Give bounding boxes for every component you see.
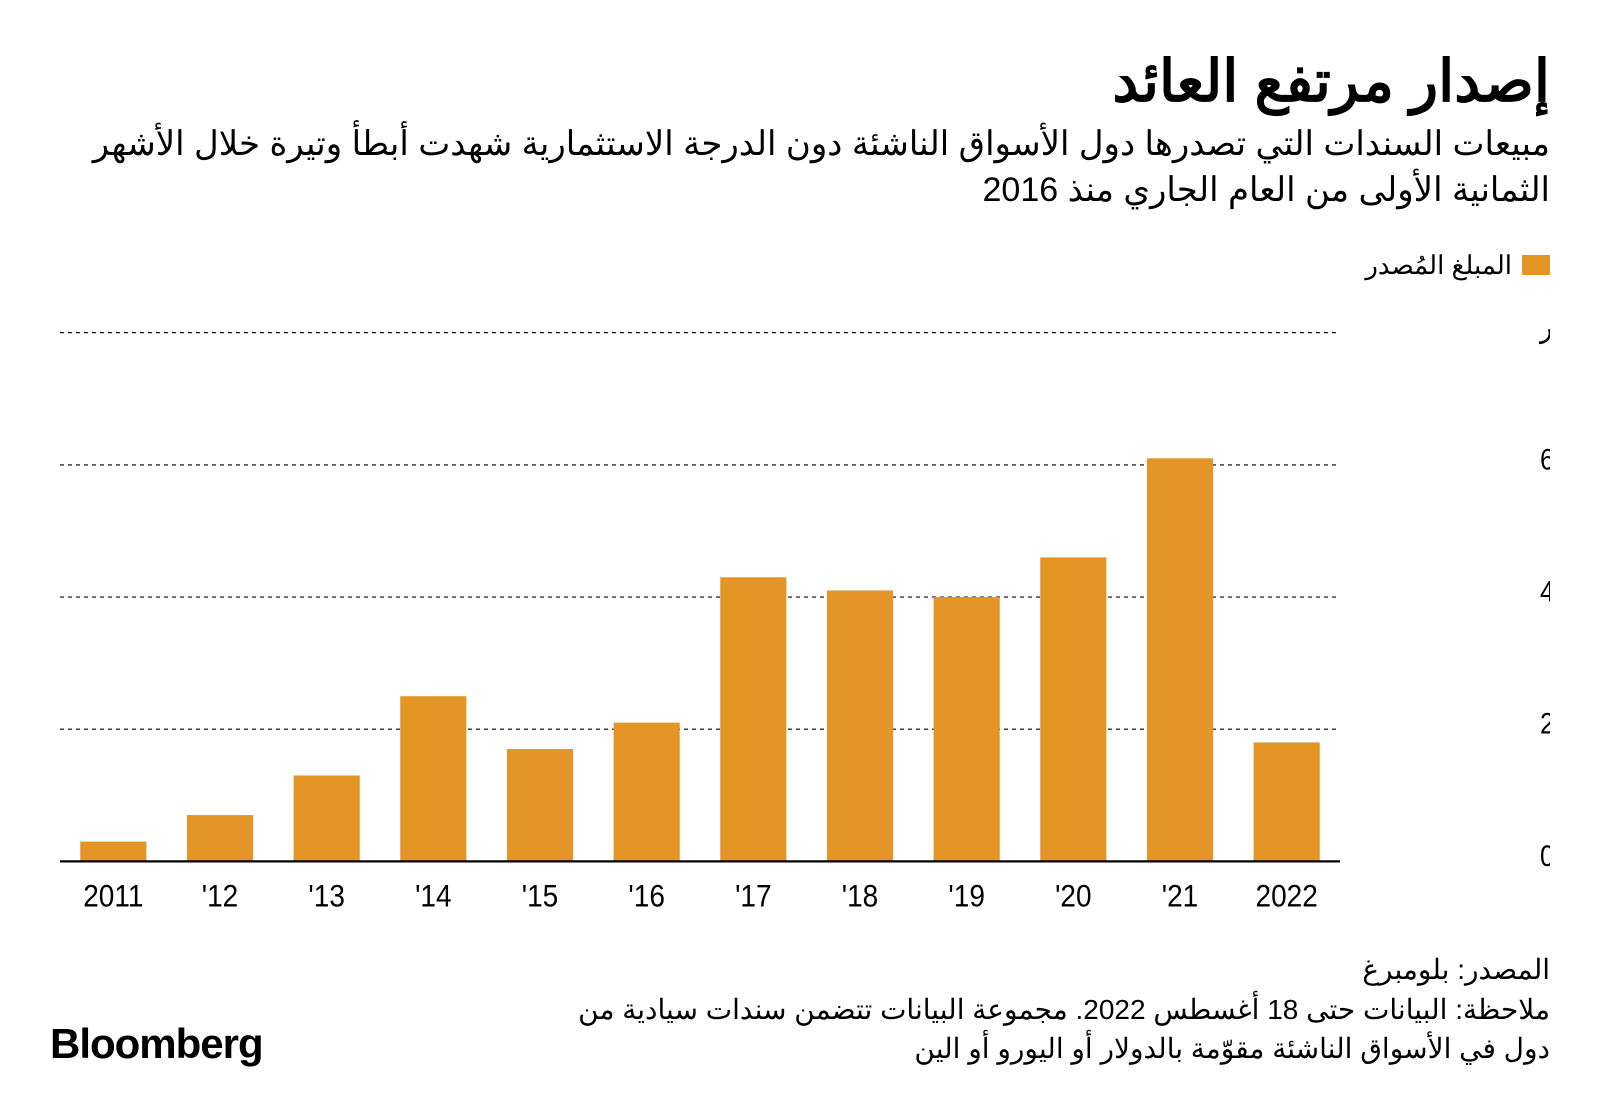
bar	[827, 590, 893, 861]
legend-label: المبلغ المُصدر	[1365, 250, 1512, 281]
svg-text:0: 0	[1540, 839, 1550, 872]
legend-swatch	[1522, 255, 1550, 275]
bar	[187, 815, 253, 861]
svg-text:'18: '18	[842, 878, 878, 913]
footnotes: المصدر: بلومبرغ ملاحظة: البيانات حتى 18 …	[550, 950, 1550, 1068]
chart-subtitle: مبيعات السندات التي تصدرها دول الأسواق ا…	[50, 122, 1550, 214]
legend: المبلغ المُصدر	[50, 250, 1550, 281]
svg-text:'16: '16	[628, 878, 664, 913]
svg-text:'12: '12	[202, 878, 238, 913]
bar	[80, 841, 146, 861]
bar	[294, 775, 360, 861]
brand-logo: Bloomberg	[50, 1020, 263, 1068]
bar	[720, 577, 786, 861]
svg-text:20: 20	[1540, 707, 1550, 740]
svg-text:'13: '13	[308, 878, 344, 913]
note-text: ملاحظة: البيانات حتى 18 أغسطس 2022. مجمو…	[550, 990, 1550, 1068]
bar	[1254, 742, 1320, 861]
svg-text:2011: 2011	[83, 878, 143, 913]
bar	[934, 597, 1000, 861]
bar	[1040, 557, 1106, 861]
svg-text:2022: 2022	[1256, 878, 1318, 913]
bar	[507, 749, 573, 861]
bar	[400, 696, 466, 861]
chart-title: إصدار مرتفع العائد	[50, 50, 1550, 114]
svg-text:60: 60	[1540, 443, 1550, 476]
svg-text:'14: '14	[415, 878, 451, 913]
svg-text:'15: '15	[522, 878, 558, 913]
svg-text:80 مليار دولار: 80 مليار دولار	[1538, 310, 1550, 344]
bar	[614, 722, 680, 861]
svg-text:'21: '21	[1162, 878, 1198, 913]
svg-text:'19: '19	[948, 878, 984, 913]
bar	[1147, 458, 1213, 861]
svg-text:'20: '20	[1055, 878, 1091, 913]
svg-text:'17: '17	[735, 878, 771, 913]
bar-chart: 0 20 40 60 80 مليار دولار 2011 '12 '13 '14 '15 '16…	[50, 299, 1550, 929]
source-text: المصدر: بلومبرغ	[550, 950, 1550, 989]
svg-text:40: 40	[1540, 575, 1550, 608]
